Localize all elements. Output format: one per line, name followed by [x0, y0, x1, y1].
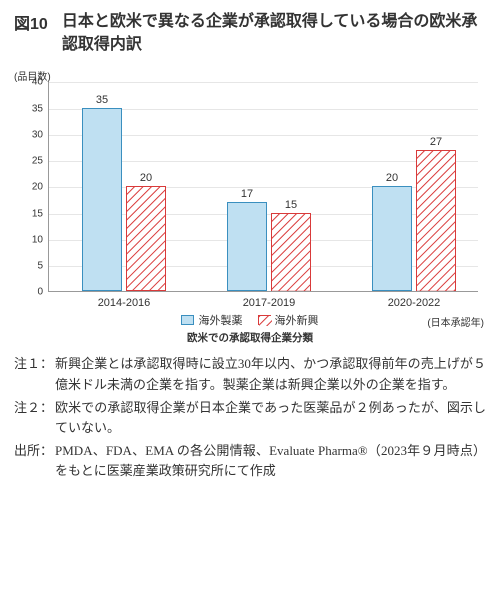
figure-heading: 図10 日本と欧米で異なる企業が承認取得している場合の欧米承認取得内訳	[14, 10, 486, 56]
notes-block: 注１： 新興企業とは承認取得時に設立30年以内、かつ承認取得前年の売上げが５億米…	[14, 354, 486, 481]
note-2-text: 欧米での承認取得企業が日本企業であった医薬品が２例あったが、図示していない。	[55, 398, 486, 438]
x-caption-right: (日本承認年)	[427, 314, 484, 329]
legend-item-1: 海外新興	[258, 312, 319, 328]
note-2: 注２： 欧米での承認取得企業が日本企業であった医薬品が２例あったが、図示していな…	[14, 398, 486, 438]
xtick-label: 2014-2016	[69, 297, 179, 309]
note-1-text: 新興企業とは承認取得時に設立30年以内、かつ承認取得前年の売上げが５億米ドル未満…	[55, 354, 486, 394]
legend-swatch-0	[181, 315, 194, 325]
figure-label: 図10	[14, 10, 48, 34]
legend-label-1: 海外新興	[275, 312, 319, 328]
bar-series0	[372, 186, 412, 291]
bar-value-label: 15	[271, 199, 311, 211]
ytick-label: 5	[37, 261, 43, 272]
ytick-label: 15	[32, 208, 43, 219]
bar-group: 1715	[214, 82, 324, 291]
bar-group: 35 20	[69, 82, 179, 291]
ytick-label: 0	[37, 287, 43, 298]
note-source-label: 出所：	[14, 441, 53, 481]
legend-label-0: 海外製薬	[198, 312, 242, 328]
ytick-label: 30	[32, 129, 43, 140]
xtick-label: 2020-2022	[359, 297, 469, 309]
ytick-label: 10	[32, 234, 43, 245]
legend-item-0: 海外製薬	[181, 312, 242, 328]
legend: 海外製薬 海外新興	[14, 312, 486, 328]
bar-group: 2027	[359, 82, 469, 291]
bar-series0	[227, 202, 267, 291]
note-source: 出所： PMDA、FDA、EMA の各公開情報、Evaluate Pharma®…	[14, 441, 486, 481]
ytick-label: 25	[32, 156, 43, 167]
note-1: 注１： 新興企業とは承認取得時に設立30年以内、かつ承認取得前年の売上げが５億米…	[14, 354, 486, 394]
bar-value-label: 20	[126, 172, 166, 184]
chart-container: (品目数) 051015202530354035202014-201617152…	[14, 66, 486, 346]
x-axis-label: 欧米での承認取得企業分類	[14, 330, 486, 345]
bar-series1	[126, 186, 166, 291]
bar-series1	[416, 150, 456, 292]
bar-value-label: 27	[416, 136, 456, 148]
note-source-text: PMDA、FDA、EMA の各公開情報、Evaluate Pharma®（202…	[55, 441, 486, 481]
bar-value-label: 35	[82, 94, 122, 106]
ytick-label: 20	[32, 182, 43, 193]
bar-value-label: 17	[227, 188, 267, 200]
bar-value-label: 20	[372, 172, 412, 184]
bar-series1	[271, 213, 311, 292]
xtick-label: 2017-2019	[214, 297, 324, 309]
ytick-label: 35	[32, 103, 43, 114]
legend-swatch-1	[258, 315, 271, 325]
bar-series0	[82, 108, 122, 292]
note-1-label: 注１：	[14, 354, 53, 394]
figure-title: 日本と欧米で異なる企業が承認取得している場合の欧米承認取得内訳	[62, 10, 486, 56]
ytick-label: 40	[32, 77, 43, 88]
plot-area: 051015202530354035202014-201617152017-20…	[48, 82, 478, 292]
note-2-label: 注２：	[14, 398, 53, 438]
